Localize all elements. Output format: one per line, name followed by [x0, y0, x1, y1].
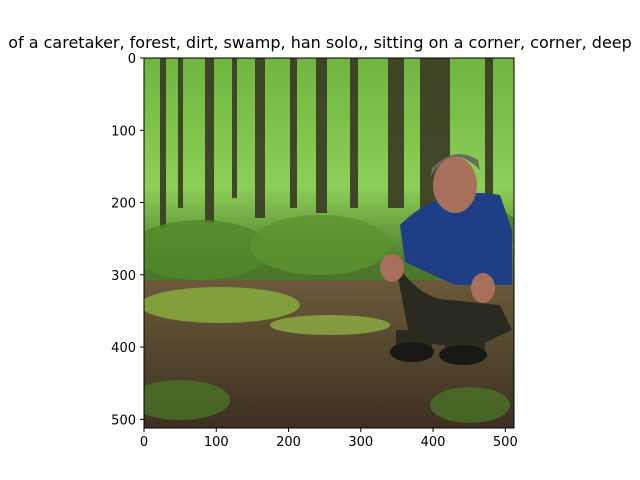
moss — [144, 287, 300, 323]
x-tick-label: 200 — [276, 435, 301, 450]
x-tick-label: 300 — [348, 435, 373, 450]
x-tick-label: 0 — [140, 435, 148, 450]
y-tick-label: 0 — [128, 52, 136, 67]
photo — [144, 58, 514, 428]
person — [380, 154, 512, 365]
x-axis: 0 100 200 300 400 500 — [140, 428, 518, 450]
y-tick-label: 300 — [111, 269, 136, 284]
y-tick-label: 200 — [111, 197, 136, 212]
y-axis: 0 100 200 300 400 500 — [111, 52, 144, 428]
axes-frame — [143, 57, 515, 429]
y-tick-label: 100 — [111, 124, 136, 139]
y-tick-label: 400 — [111, 341, 136, 356]
x-tick-label: 400 — [421, 435, 446, 450]
x-tick-label: 500 — [493, 435, 518, 450]
y-tick-label: 500 — [111, 413, 136, 428]
x-tick-label: 100 — [204, 435, 229, 450]
chart-title: of a caretaker, forest, dirt, swamp, han… — [8, 33, 632, 52]
